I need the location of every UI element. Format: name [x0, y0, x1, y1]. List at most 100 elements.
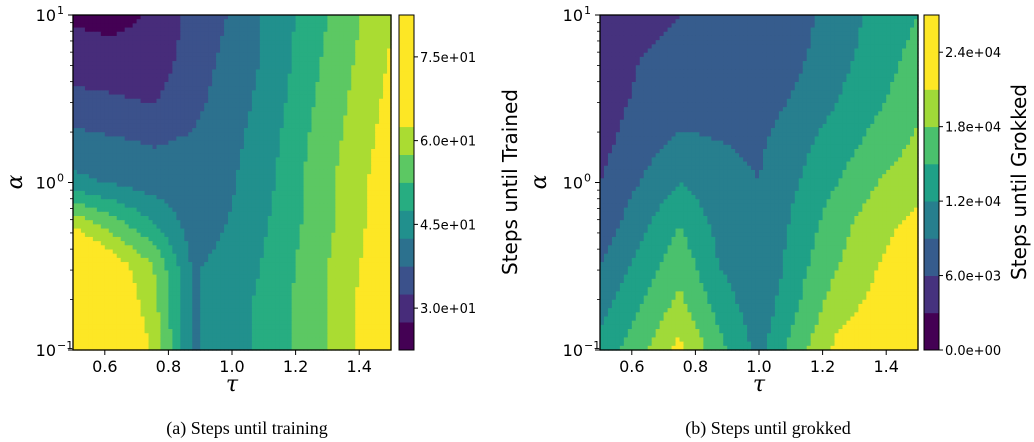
contour-cell [279, 98, 285, 104]
contour-cell [76, 136, 82, 142]
contour-cell [200, 102, 205, 108]
contour-cell [196, 86, 201, 91]
contour-cell [303, 149, 309, 154]
contour-cell [335, 249, 340, 255]
contour-cell [104, 65, 110, 71]
contour-cell [343, 241, 348, 246]
contour-cell [148, 186, 154, 192]
contour-cell [363, 149, 368, 154]
contour-cell [208, 82, 213, 87]
contour-cell [116, 257, 122, 263]
contour-cell [259, 149, 265, 154]
contour-cell [164, 140, 170, 146]
contour-cell [104, 241, 110, 246]
contour-cell [319, 165, 325, 171]
contour-cell [92, 161, 98, 167]
contour-cell [299, 73, 305, 79]
contour-cell [108, 207, 114, 213]
contour-cell [347, 220, 352, 225]
contour-cell [375, 195, 380, 200]
contour-cell [279, 69, 285, 75]
contour-cell [184, 69, 189, 75]
contour-cell [363, 144, 368, 150]
contour-cell [208, 144, 213, 150]
contour-cell [176, 44, 181, 50]
contour-cell [263, 257, 269, 263]
contour-cell [76, 69, 82, 75]
contour-cell [331, 262, 336, 267]
contour-cell [228, 102, 233, 108]
contour-cell [212, 40, 217, 45]
contour-cell [184, 216, 189, 221]
contour-cell [311, 52, 317, 58]
contour-cell [383, 220, 388, 225]
contour-cell [180, 90, 185, 96]
contour-cell [243, 144, 249, 150]
contour-cell [220, 253, 225, 259]
contour-cell [271, 65, 277, 71]
contour-cell [116, 86, 122, 91]
contour-cell [144, 15, 150, 20]
contour-cell [271, 86, 277, 91]
contour-cell [283, 211, 289, 217]
contour-cell [192, 132, 197, 138]
contour-cell [176, 15, 181, 20]
contour-cell [196, 182, 201, 188]
contour-cell [73, 40, 78, 45]
contour-cell [339, 249, 344, 255]
contour-cell [192, 23, 197, 29]
contour-cell [375, 35, 380, 41]
contour-cell [247, 178, 253, 184]
contour-cell [267, 199, 273, 205]
contour-cell [255, 128, 261, 133]
contour-cell [73, 111, 78, 117]
contour-cell [216, 253, 221, 259]
contour-cell [263, 249, 269, 255]
contour-cell [116, 203, 122, 209]
contour-cell [247, 262, 253, 267]
contour-cell [307, 82, 313, 87]
contour-cell [164, 195, 170, 200]
contour-cell [267, 211, 273, 217]
contour-cell [232, 199, 237, 205]
contour-cell [176, 224, 181, 230]
contour-cell [355, 27, 360, 33]
contour-cell [327, 186, 332, 192]
contour-cell [148, 140, 154, 146]
contour-cell [140, 15, 146, 20]
contour-cell [232, 182, 237, 188]
contour-cell [263, 199, 269, 205]
contour-cell [311, 228, 317, 234]
contour-cell [235, 94, 241, 100]
contour-cell [96, 241, 102, 246]
contour-cell [239, 61, 245, 66]
contour-cell [355, 174, 360, 179]
contour-cell [363, 136, 368, 142]
contour-cell [116, 157, 122, 163]
contour-cell [108, 270, 114, 276]
contour-cell [208, 61, 213, 66]
contour-cell [275, 140, 281, 146]
contour-cell [355, 44, 360, 50]
contour-cell [216, 31, 221, 37]
contour-cell [315, 111, 321, 117]
contour-cell [200, 245, 205, 251]
contour-cell [73, 182, 78, 188]
contour-cell [295, 115, 301, 121]
contour-cell [243, 241, 249, 246]
contour-cell [335, 35, 340, 41]
contour-cell [232, 98, 237, 104]
contour-cell [235, 266, 241, 272]
contour-cell [367, 220, 372, 225]
contour-cell [387, 270, 392, 276]
contour-cell [220, 195, 225, 200]
contour-cell [235, 203, 241, 209]
contour-cell [267, 257, 273, 263]
contour-cell [172, 23, 177, 29]
contour-cell [100, 115, 106, 121]
contour-cell [379, 82, 384, 87]
contour-cell [204, 182, 209, 188]
contour-cell [379, 115, 384, 121]
contour-cell [283, 111, 289, 117]
contour-cell [224, 77, 229, 83]
